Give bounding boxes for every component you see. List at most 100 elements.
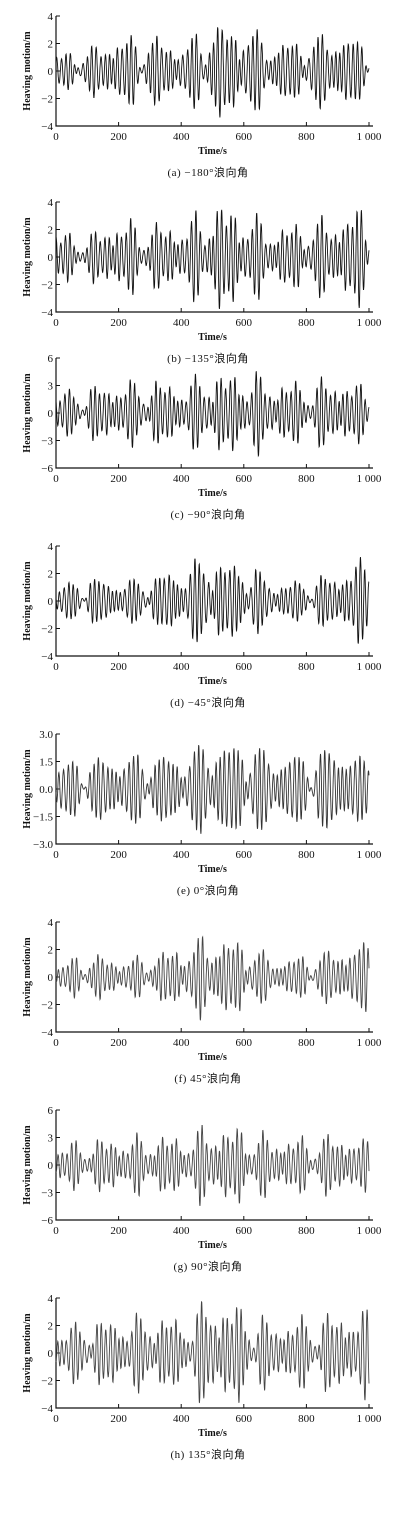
- panel-caption: (e) 0°浪向角: [176, 885, 240, 897]
- y-tick-label: 6: [48, 353, 54, 365]
- chart-panel: 3.0 1.5 0.0 −1.5 −3.0 0 200 400 600 800 1 000 Time/…: [0, 724, 416, 914]
- y-axis-title: Heaving motion/m: [22, 1313, 33, 1393]
- x-tick-label: 200: [110, 1225, 127, 1237]
- y-tick-label: 0: [48, 408, 54, 420]
- y-tick-label: −2: [41, 1376, 53, 1388]
- x-tick-label: 400: [173, 1413, 190, 1425]
- panel-caption: (d) −45°浪向角: [170, 697, 246, 709]
- y-tick-label: −3.0: [33, 839, 53, 851]
- panel-caption: (c) −90°浪向角: [170, 509, 246, 521]
- series-line: [55, 209, 370, 310]
- x-axis-title: Time/s: [198, 332, 227, 343]
- x-tick-label: 800: [298, 661, 315, 673]
- panel-caption: (h) 135°浪向角: [170, 1449, 246, 1461]
- x-tick-label: 600: [236, 473, 253, 485]
- x-tick-label: 1 000: [357, 661, 382, 673]
- x-axis-title: Time/s: [198, 676, 227, 687]
- y-tick-label: −6: [41, 1215, 53, 1227]
- x-tick-label: 1 000: [357, 1225, 382, 1237]
- x-tick-label: 600: [236, 131, 253, 143]
- x-axis-title: Time/s: [198, 864, 227, 875]
- y-tick-label: 0: [48, 972, 54, 984]
- y-tick-label: 4: [48, 917, 54, 929]
- y-tick-label: −2: [41, 624, 53, 636]
- x-tick-label: 200: [110, 131, 127, 143]
- x-tick-label: 0: [53, 849, 59, 861]
- y-tick-label: −2: [41, 1000, 53, 1012]
- x-tick-label: 600: [236, 317, 253, 329]
- x-tick-label: 400: [173, 317, 190, 329]
- chart-panel: 4 2 0 −2 −4 0 200 400 600 800 1 000 Time/s Heaving m…: [0, 6, 416, 196]
- y-tick-label: −4: [41, 1027, 53, 1039]
- x-tick-label: 200: [110, 473, 127, 485]
- x-tick-label: 400: [173, 1037, 190, 1049]
- x-axis-title: Time/s: [198, 1240, 227, 1251]
- series-line: [55, 557, 370, 644]
- x-tick-label: 0: [53, 1037, 59, 1049]
- x-tick-label: 1 000: [357, 317, 382, 329]
- chart-panel: 4 2 0 −2 −4 0 200 400 600 800 1 000 Time/s Heaving m…: [0, 192, 416, 382]
- x-tick-label: 800: [298, 1413, 315, 1425]
- x-tick-label: 400: [173, 1225, 190, 1237]
- x-tick-label: 600: [236, 1225, 253, 1237]
- y-axis-title: Heaving motion/m: [22, 937, 33, 1017]
- x-tick-label: 1 000: [357, 131, 382, 143]
- x-tick-label: 0: [53, 317, 59, 329]
- y-tick-label: 0.0: [39, 784, 53, 796]
- y-axis-title: Heaving motion/m: [22, 561, 33, 641]
- x-tick-label: 400: [173, 661, 190, 673]
- x-tick-label: 1 000: [357, 1413, 382, 1425]
- y-tick-label: 4: [48, 1293, 54, 1305]
- x-tick-label: 400: [173, 131, 190, 143]
- y-tick-label: −2: [41, 280, 53, 292]
- y-tick-label: 4: [48, 11, 54, 23]
- x-tick-label: 0: [53, 1225, 59, 1237]
- y-tick-label: 1.5: [39, 757, 53, 769]
- y-tick-label: 0: [48, 1160, 54, 1172]
- y-axis-title: Heaving motion/m: [22, 31, 33, 111]
- x-tick-label: 600: [236, 849, 253, 861]
- chart-panel: 6 3 0 −3 −6 0 200 400 600 800 1 000 Time/s Heaving m…: [0, 348, 416, 538]
- y-tick-label: 2: [48, 569, 54, 581]
- chart-panel: 4 2 0 −2 −4 0 200 400 600 800 1 000 Time/s Heaving m…: [0, 1288, 416, 1478]
- x-tick-label: 800: [298, 317, 315, 329]
- y-tick-label: 2: [48, 1321, 54, 1333]
- x-tick-label: 800: [298, 1037, 315, 1049]
- x-tick-label: 600: [236, 1037, 253, 1049]
- y-tick-label: −4: [41, 121, 53, 133]
- series-line: [55, 370, 370, 458]
- x-tick-label: 200: [110, 849, 127, 861]
- panel-caption: (a) −180°浪向角: [167, 167, 249, 179]
- y-tick-label: 0: [48, 1348, 54, 1360]
- y-tick-label: −3: [41, 1188, 53, 1200]
- x-tick-label: 600: [236, 1413, 253, 1425]
- x-tick-label: 0: [53, 661, 59, 673]
- x-tick-label: 0: [53, 1413, 59, 1425]
- x-tick-label: 800: [298, 849, 315, 861]
- chart-panel: 6 3 0 −3 −6 0 200 400 600 800 1 000 Time/s Heaving m…: [0, 1100, 416, 1290]
- x-tick-label: 800: [298, 131, 315, 143]
- series-line: [55, 1301, 370, 1404]
- y-tick-label: 0: [48, 66, 54, 78]
- axis-frame: [55, 546, 373, 657]
- y-tick-label: −1.5: [33, 812, 53, 824]
- y-tick-label: 6: [48, 1105, 54, 1117]
- y-tick-label: 2: [48, 945, 54, 957]
- y-axis-title: Heaving motion/m: [22, 373, 33, 453]
- x-tick-label: 0: [53, 473, 59, 485]
- x-tick-label: 200: [110, 1037, 127, 1049]
- y-tick-label: −6: [41, 463, 53, 475]
- x-tick-label: 200: [110, 317, 127, 329]
- panel-caption: (g) 90°浪向角: [173, 1261, 243, 1273]
- y-tick-label: 0: [48, 252, 54, 264]
- y-axis-title: Heaving motion/m: [22, 749, 33, 829]
- x-tick-label: 1 000: [357, 1037, 382, 1049]
